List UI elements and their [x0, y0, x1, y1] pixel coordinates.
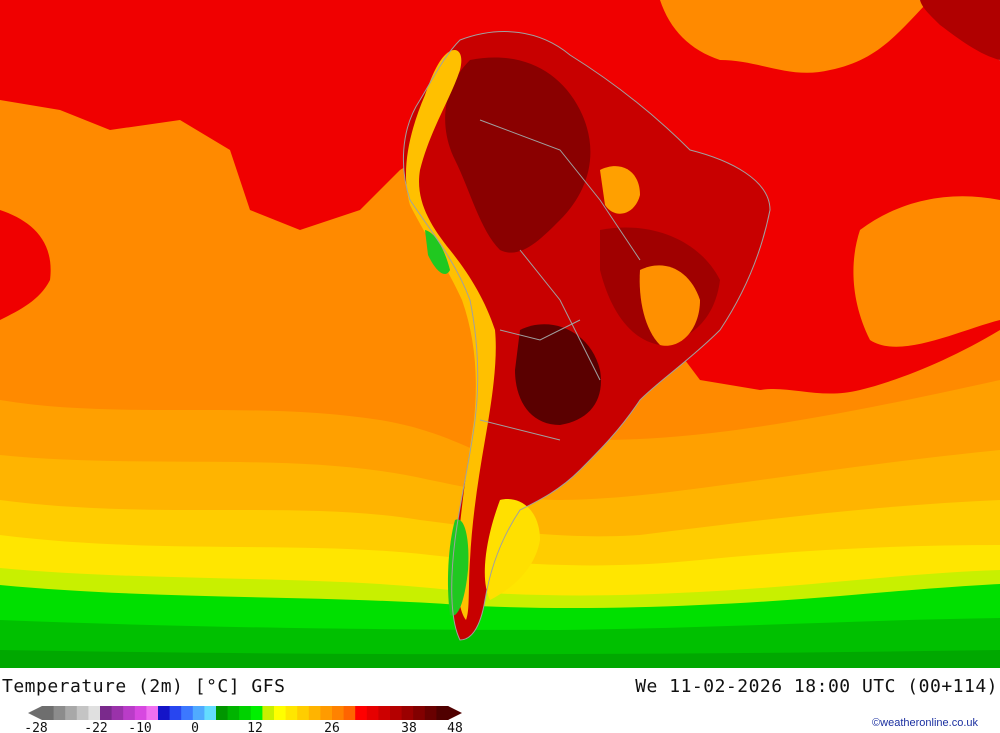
legend-ticks: -28 -22 -10 0 12 26 38 48	[24, 721, 463, 733]
legend-swatch	[65, 706, 78, 720]
color-legend: -28 -22 -10 0 12 26 38 48	[24, 706, 463, 733]
country-borders	[403, 0, 1000, 641]
legend-swatch	[192, 706, 205, 720]
legend-swatch	[343, 706, 356, 720]
legend-swatch	[250, 706, 263, 720]
legend-swatch	[401, 706, 414, 720]
credit-link[interactable]: ©weatheronline.co.uk	[872, 717, 978, 729]
legend-swatch	[42, 706, 55, 720]
legend-tick-label: 26	[324, 721, 340, 733]
legend-swatch	[308, 706, 321, 720]
legend-swatch	[332, 706, 345, 720]
legend-swatch	[413, 706, 426, 720]
legend-swatch	[262, 706, 275, 720]
forecast-datetime: We 11-02-2026 18:00 UTC (00+114)	[635, 676, 998, 697]
warm-ocean-north	[0, 0, 1000, 394]
legend-arrow-right	[448, 706, 462, 720]
legend-swatch	[355, 706, 368, 720]
legend-swatch	[320, 706, 333, 720]
legend-tick-label: -28	[24, 721, 47, 733]
legend-swatch	[88, 706, 101, 720]
map-title: Temperature (2m) [°C] GFS	[2, 676, 286, 697]
legend-swatch	[169, 706, 182, 720]
legend-swatch	[390, 706, 403, 720]
legend-tick-label: 12	[247, 721, 263, 733]
legend-swatch	[274, 706, 287, 720]
legend-swatch	[285, 706, 298, 720]
legend-swatches	[28, 706, 462, 720]
legend-swatch	[366, 706, 379, 720]
legend-tick-label: 48	[447, 721, 463, 733]
legend-swatch	[158, 706, 171, 720]
legend-tick-label: -22	[84, 721, 107, 733]
legend-swatch	[297, 706, 310, 720]
legend-swatch	[146, 706, 159, 720]
legend-swatch	[378, 706, 391, 720]
legend-tick-label: 38	[401, 721, 417, 733]
hot-interior	[445, 57, 591, 253]
legend-swatch	[216, 706, 229, 720]
south-atlantic-orange	[853, 196, 1000, 347]
legend-swatch	[227, 706, 240, 720]
legend-swatch	[436, 706, 449, 720]
legend-swatch	[239, 706, 252, 720]
temperature-map	[0, 0, 1000, 668]
andes-ridge	[405, 50, 496, 620]
legend-swatch	[100, 706, 113, 720]
legend-swatch	[424, 706, 437, 720]
legend-swatch	[111, 706, 124, 720]
legend-swatch	[53, 706, 66, 720]
legend-swatch	[204, 706, 217, 720]
legend-arrow-left	[28, 706, 42, 720]
legend-swatch	[134, 706, 147, 720]
legend-tick-label: -10	[128, 721, 151, 733]
legend-tick-label: 0	[191, 721, 199, 733]
legend-swatch	[76, 706, 89, 720]
legend-swatch	[123, 706, 136, 720]
legend-swatch	[181, 706, 194, 720]
